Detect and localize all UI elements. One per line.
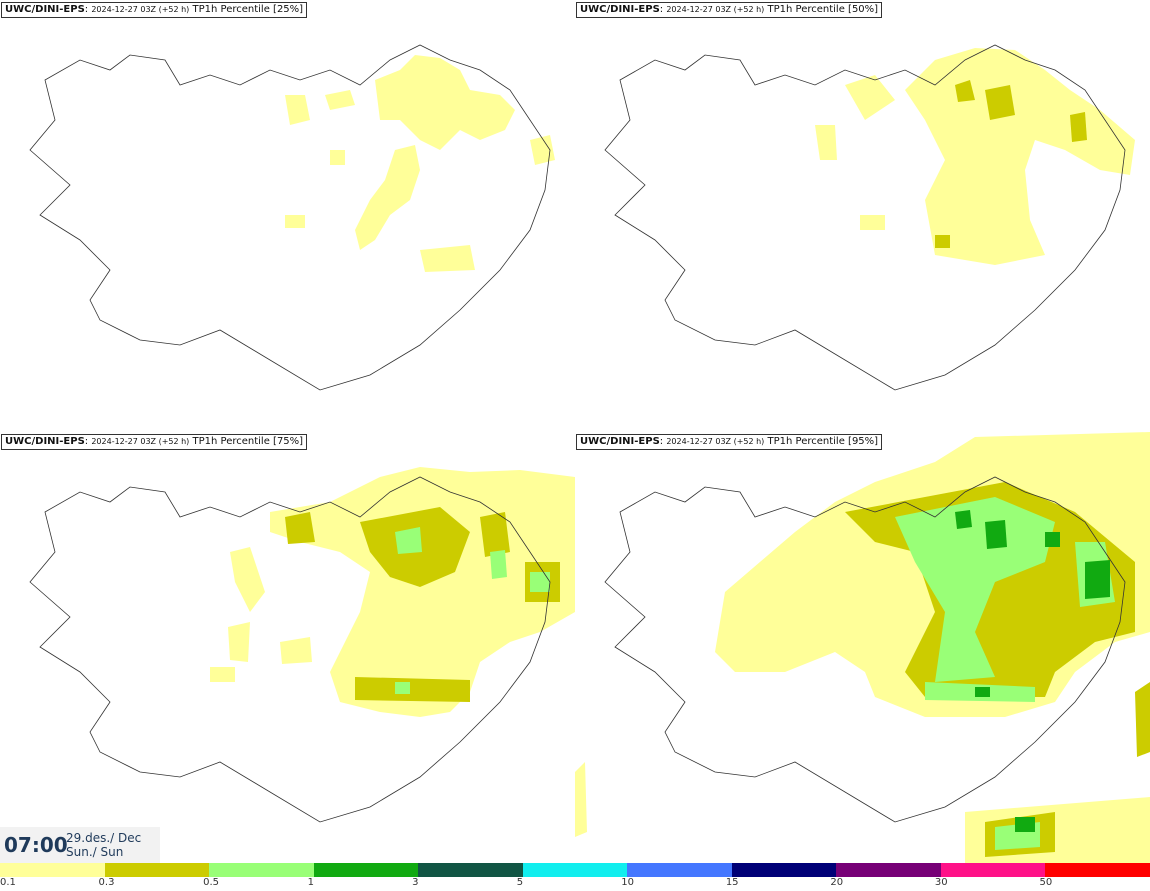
legend-tick-label: 1 [307,877,314,888]
legend-swatch [522,863,628,877]
map-panel-p95: UWC/DINI-EPS: 2024-12-27 03Z (+52 h) TP1… [575,432,1150,864]
legend-swatch [313,863,419,877]
legend-tick-label: 30 [934,877,948,888]
legend-tick-label: 3 [412,877,419,888]
legend-tick-label: 0.5 [203,877,219,888]
legend-tick-label: 0.1 [0,877,16,888]
legend-tick-label: 50 [1039,877,1053,888]
legend-swatch [209,863,314,877]
legend-swatch [836,863,941,877]
legend-tick-label: 10 [621,877,634,888]
legend-tick-label: 15 [725,877,739,888]
color-legend: 0.1 0.3 0.5 1 3 5 10 15 20 30 50 [0,862,1150,891]
map-panel-p75: UWC/DINI-EPS: 2024-12-27 03Z (+52 h) TP1… [0,432,575,864]
valid-time: 07:00 [4,833,68,857]
legend-swatch [731,863,837,877]
legend-swatch [1045,863,1150,877]
legend-tick-label: 0.3 [98,877,115,888]
map-canvas [604,44,1135,391]
map-canvas [575,432,1150,864]
panel-title: UWC/DINI-EPS: 2024-12-27 03Z (+52 h) TP1… [1,434,308,450]
legend-swatch [104,863,210,877]
map-panel-p25: UWC/DINI-EPS: 2024-12-27 03Z (+52 h) TP1… [0,0,575,432]
legend-swatch [940,863,1046,877]
legend-swatch [418,863,523,877]
map-panel-p50: UWC/DINI-EPS: 2024-12-27 03Z (+52 h) TP1… [575,0,1150,432]
panel-title: UWC/DINI-EPS: 2024-12-27 03Z (+52 h) TP1… [1,2,308,18]
panel-title: UWC/DINI-EPS: 2024-12-27 03Z (+52 h) TP1… [576,434,883,450]
valid-date: 29.des./ Dec Sun./ Sun [66,831,142,859]
valid-time-box: 07:00 29.des./ Dec Sun./ Sun [0,827,160,863]
map-canvas [29,44,555,391]
panel-title: UWC/DINI-EPS: 2024-12-27 03Z (+52 h) TP1… [576,2,883,18]
map-canvas [29,467,575,823]
legend-tick-label: 5 [516,877,524,888]
legend-tick-label: 20 [830,877,844,888]
legend-swatch [0,863,105,877]
legend-swatch [627,863,732,877]
